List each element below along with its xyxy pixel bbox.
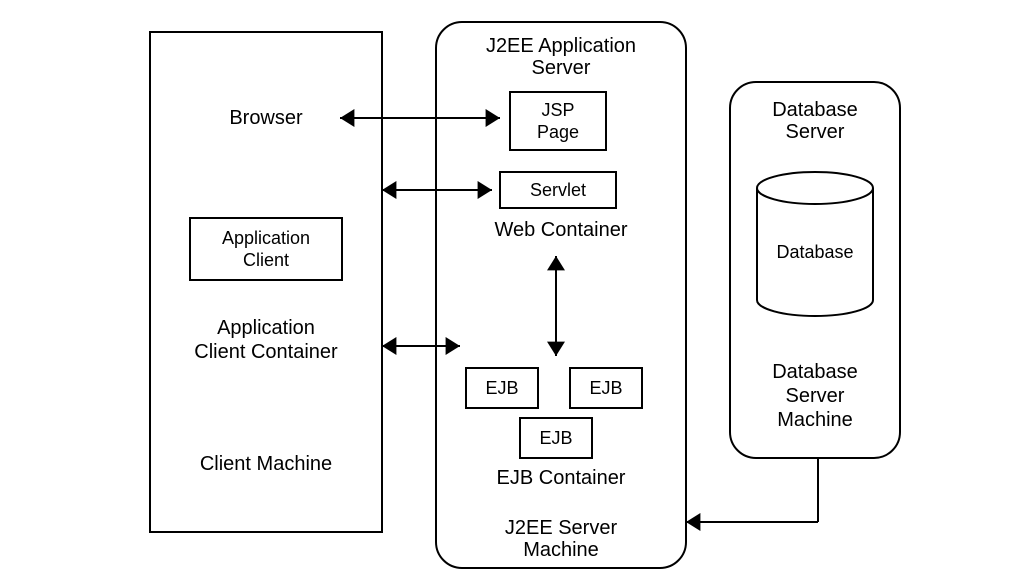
db-machine-l3: Machine [777, 409, 853, 431]
db-server-group: DatabaseServerDatabaseDatabaseServerMach… [730, 82, 900, 458]
application-client-container-l2: Client Container [194, 341, 338, 363]
db-machine-l1: Database [772, 361, 858, 383]
database-label: Database [776, 242, 853, 262]
ejb2-box-label: EJB [589, 378, 622, 398]
app-server-group: J2EE ApplicationServer JSPPage Servlet Web … [436, 22, 686, 568]
app-server-title-l1: J2EE Application [486, 35, 636, 57]
db-title-l1: Database [772, 99, 858, 121]
ejb3-box-label: EJB [539, 428, 572, 448]
application-client-label-l1: Application [222, 228, 310, 248]
server-machine-l1: J2EE Server [505, 517, 618, 539]
application-client-label-l2: Client [243, 250, 289, 270]
app-server-title-l2: Server [532, 57, 591, 79]
jsp-label-l2: Page [537, 122, 579, 142]
arrow-server-db [686, 458, 818, 531]
server-machine-l2: Machine [523, 539, 599, 561]
arrow-container-ejb [382, 337, 460, 355]
arrow-browser-jsp [340, 109, 500, 127]
servlet-label: Servlet [530, 180, 586, 200]
ejb-container-label: EJB Container [497, 467, 626, 489]
browser-label: Browser [229, 107, 303, 129]
db-title-l2: Server [786, 121, 845, 143]
client-machine-label: Client Machine [200, 453, 332, 475]
db-machine-l2: Server [786, 385, 845, 407]
ejb1-box-label: EJB [485, 378, 518, 398]
client-machine-group: BrowserApplicationClientApplicationClien… [150, 32, 382, 532]
application-client-container-l1: Application [217, 317, 315, 339]
arrow-web-ejb [547, 256, 565, 356]
web-container-label: Web Container [494, 219, 627, 241]
jsp-label-l1: JSP [541, 100, 574, 120]
